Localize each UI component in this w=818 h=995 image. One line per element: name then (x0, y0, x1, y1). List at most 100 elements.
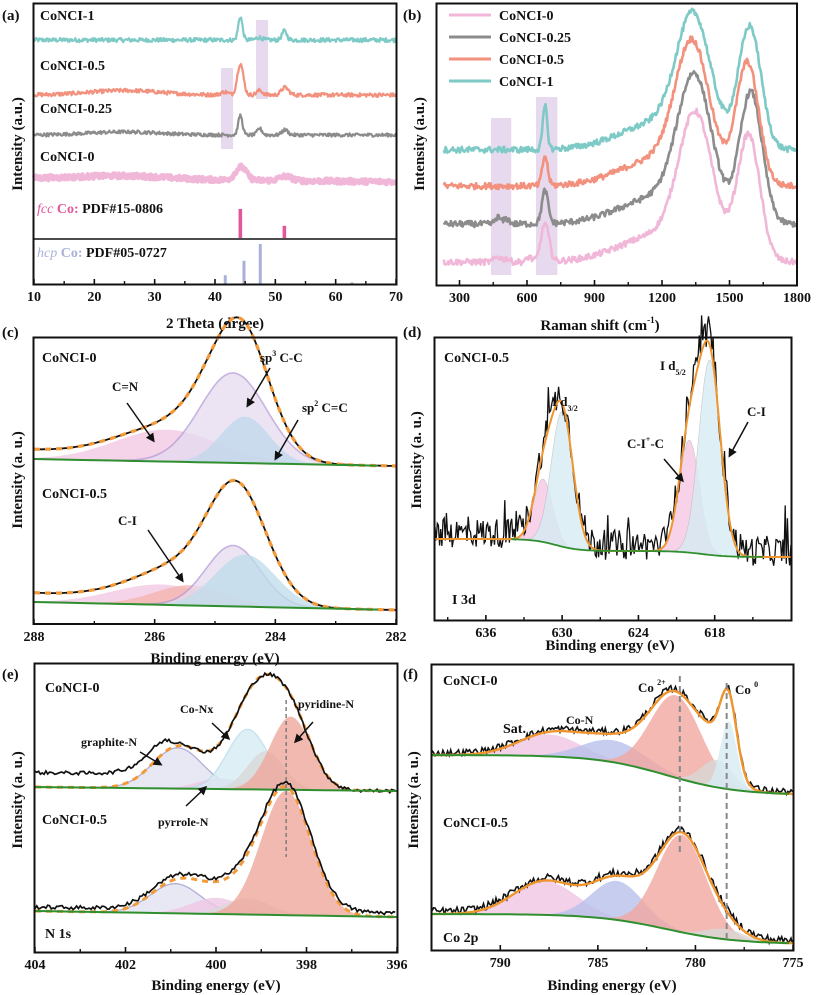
x-tick-label: 286 (144, 630, 165, 645)
series-line-CoNCI-1 (33, 16, 398, 44)
measured-curve (34, 671, 396, 795)
raman-series (442, 7, 798, 267)
x-tick-label: 900 (584, 291, 605, 306)
sample-label: CoNCI-0.5 (443, 816, 508, 831)
baseline (432, 913, 790, 945)
corner-label: N 1s (45, 927, 72, 942)
series-line-CoNCI-0.5 (33, 62, 398, 98)
fcc-prefix: fcc (37, 202, 54, 217)
c1s-spectra (33, 315, 397, 612)
hcp-reference-line (350, 282, 354, 284)
x-tick-label: 50 (268, 290, 282, 305)
component-pyridine-N (35, 716, 397, 791)
x-tick-label: 636 (475, 626, 496, 641)
arrow (126, 402, 155, 443)
arrow (185, 785, 208, 807)
series-label: CoNCI-0 (40, 150, 94, 165)
hcp-prefix: hcp (37, 246, 57, 261)
legend-label: CoNCI-0.5 (499, 53, 564, 68)
series-line-CoNCI-0.25 (442, 70, 798, 229)
x-axis-label: 2 Theta (drgee) (166, 316, 264, 332)
x-axis-label-end: ) (655, 318, 660, 334)
x-axis-label: Raman shift (cm-1) (540, 315, 659, 334)
x-tick-label: 288 (24, 630, 45, 645)
legend-label: CoNCI-0 (499, 9, 553, 24)
x-tick-label: 618 (704, 626, 725, 641)
reference-patterns (223, 209, 354, 284)
sample-label: CoNCI-0.5 (42, 813, 107, 828)
series-line-CoNCI-0 (31, 162, 398, 187)
fcc-reference-line (238, 209, 243, 238)
measured-curve (34, 780, 396, 916)
highlight-band (256, 20, 269, 99)
x-tick-label: 402 (115, 958, 136, 973)
sample-label: CoNCI-0 (45, 681, 99, 696)
highlight-band (491, 118, 512, 275)
corner-label: Co 2p (443, 931, 479, 946)
panel-d-i3d: (d) 636 630 624 618 CoNCI-0.5 I 3d I d3/2 I… (403, 315, 793, 654)
component-Co2+ (432, 834, 793, 944)
series-label: CoNCI-0.25 (40, 102, 112, 117)
series-line-CoNCI-0 (442, 107, 798, 267)
annotation-pyrrole-n: pyrrole-N (158, 815, 209, 829)
plot-frame (33, 662, 399, 954)
x-tick-label: 1200 (648, 291, 676, 306)
y-axis-label: Intensity (a. u.) (409, 411, 425, 509)
x-axis-label: Binding energy (eV) (151, 978, 280, 994)
arrow (663, 458, 684, 483)
panel-a-xrd: (a) 10 20 30 40 50 60 70 CoNCI-1 CoNCI-0.5 CoN… (2, 2, 403, 332)
y-axis-label: Intensity (a.u.) (412, 97, 428, 191)
annotation-sat: Sat. (503, 722, 526, 737)
x-tick-label: 30 (148, 290, 162, 305)
annotation-c-i-plus-c: C-I+-C (627, 435, 664, 451)
x-tick-label: 70 (389, 290, 403, 305)
arrow (293, 721, 314, 744)
x-tick-label: 10 (27, 290, 41, 305)
fcc-reference-label: fcc Co: PDF#15-0806 (37, 202, 163, 217)
arrow (147, 529, 184, 583)
component-Co0 (432, 721, 793, 794)
hcp-reference-line (258, 244, 262, 284)
arrow (246, 367, 271, 408)
annotation-c-i: C-I (118, 513, 137, 528)
annotation-co-nx: Co-Nx (180, 702, 213, 716)
y-axis-label: Intensity (a. u.) (10, 431, 26, 529)
x-tick-label: 60 (329, 290, 343, 305)
x-tick-label: 404 (25, 958, 46, 973)
fitted-curve (432, 830, 793, 945)
fitted-curve (34, 315, 396, 468)
fcc-mid: Co: (53, 202, 78, 217)
hcp-reference-label: hcp Co: PDF#05-0727 (37, 246, 167, 261)
legend: CoNCI-0 CoNCI-0.25 CoNCI-0.5 CoNCI-1 (449, 9, 571, 90)
x-tick-label: 630 (552, 626, 573, 641)
panel-label-e: (e) (2, 667, 19, 683)
y-axis-label: Intensity (a.u.) (10, 97, 26, 191)
series-line-CoNCI-0.5 (442, 35, 798, 191)
x-tick-label: 284 (265, 630, 286, 645)
x-axis-label-sup: -1 (647, 315, 655, 325)
plot-frame (32, 2, 398, 286)
x-axis-label: Binding energy (eV) (547, 978, 676, 994)
component-Co-N (432, 739, 793, 794)
i3d-spectrum (434, 315, 792, 566)
annotation-sp3: sp3 C-C (260, 349, 303, 365)
x-tick-label: 396 (387, 958, 408, 973)
x-tick-label: 785 (587, 956, 608, 971)
annotation-graphite-n: graphite-N (81, 735, 137, 749)
panel-label-b: (b) (403, 8, 421, 24)
plot-frame (433, 336, 793, 622)
annotation-c-n: C=N (112, 379, 139, 394)
y-axis-label: Intensity (a. u.) (406, 751, 422, 849)
x-tick-label: 775 (783, 956, 804, 971)
hcp-reference-line (242, 260, 246, 284)
panel-label-a: (a) (2, 8, 20, 24)
arrow (728, 421, 749, 458)
annotation-i-d32: I d3/2 (552, 394, 578, 413)
sample-label: CoNCI-0.5 (42, 487, 107, 502)
n1s-spectra (34, 671, 398, 919)
x-tick-label: 624 (628, 626, 649, 641)
plot-frame (430, 663, 795, 952)
sample-label: CoNCI-0 (42, 351, 96, 366)
panel-f-co2p: (f) 790 785 780 775 CoNCI-0 CoNCI-0.5 Co 2p… (403, 663, 804, 994)
